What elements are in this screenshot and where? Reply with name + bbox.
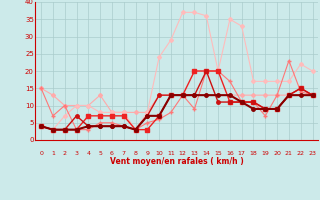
- X-axis label: Vent moyen/en rafales ( km/h ): Vent moyen/en rafales ( km/h ): [110, 157, 244, 166]
